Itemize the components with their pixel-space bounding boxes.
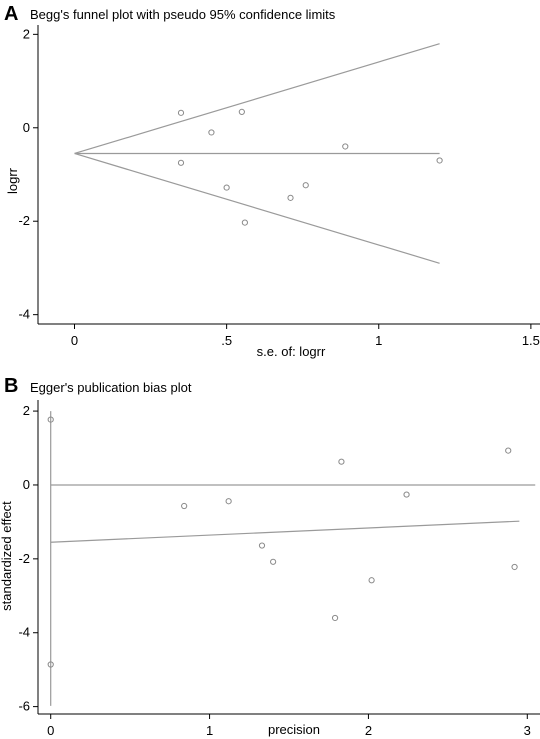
panel-b-y-ticks: -6 -4 -2 0 2 xyxy=(18,403,38,714)
panel-b-x-axis-title: precision xyxy=(268,722,320,737)
b-intercept-lower-point xyxy=(47,661,54,668)
panel-b: B Egger's publication bias plot standard… xyxy=(0,375,540,738)
b-x-tick-label: 2 xyxy=(365,723,372,738)
a-x-tick-label: 1.5 xyxy=(522,333,540,348)
a-data-point xyxy=(287,194,294,201)
a-data-point xyxy=(238,108,245,115)
panel-a-points xyxy=(177,108,443,226)
panel-a-reference-lines xyxy=(74,43,440,264)
panel-a-x-axis-title: s.e. of: logrr xyxy=(257,344,326,359)
panel-a-title: Begg's funnel plot with pseudo 95% confi… xyxy=(30,7,336,22)
a-data-point xyxy=(302,182,309,189)
b-data-point xyxy=(403,491,410,498)
a-data-point xyxy=(208,129,215,136)
b-y-tick-label: 2 xyxy=(23,403,30,418)
a-data-point xyxy=(223,184,230,191)
b-regression-line xyxy=(50,520,520,543)
a-lower-confidence-limit xyxy=(74,152,440,264)
b-data-point xyxy=(258,542,266,549)
b-data-point xyxy=(511,563,518,571)
a-y-tick-label: -2 xyxy=(18,213,30,228)
panel-a-y-ticks: -4 -2 0 2 xyxy=(18,26,38,322)
b-y-tick-label: -2 xyxy=(18,551,30,566)
panel-b-y-axis-title: standardized effect xyxy=(0,501,14,611)
panel-b-points xyxy=(47,416,518,668)
b-data-point xyxy=(368,577,375,584)
panel-a: A Begg's funnel plot with pseudo 95% con… xyxy=(4,3,540,359)
b-data-point xyxy=(331,614,339,622)
b-data-point xyxy=(338,458,345,465)
panel-b-title: Egger's publication bias plot xyxy=(30,380,192,395)
a-upper-confidence-limit xyxy=(74,43,440,155)
a-x-tick-label: .5 xyxy=(221,333,232,348)
panel-a-letter: A xyxy=(4,3,18,25)
panel-a-y-axis-title: logrr xyxy=(5,167,20,194)
a-data-point xyxy=(436,157,443,164)
b-x-tick-label: 3 xyxy=(524,723,531,738)
a-y-tick-label: 2 xyxy=(23,26,30,41)
b-y-tick-label: -4 xyxy=(18,625,30,640)
panel-b-x-ticks: 0 1 2 3 xyxy=(47,714,531,738)
panel-a-x-ticks: 0 .5 1 1.5 xyxy=(71,324,540,348)
b-data-point xyxy=(505,447,512,454)
a-data-point xyxy=(241,219,248,226)
a-x-tick-label: 0 xyxy=(71,333,78,348)
a-y-tick-label: 0 xyxy=(23,120,30,135)
a-data-point xyxy=(342,143,349,150)
panel-b-letter: B xyxy=(4,375,18,397)
b-intercept-upper-point xyxy=(47,416,54,423)
b-y-tick-label: -6 xyxy=(18,699,30,714)
b-y-tick-label: 0 xyxy=(23,477,30,492)
b-data-point xyxy=(181,502,188,510)
b-x-tick-label: 0 xyxy=(47,723,54,738)
a-data-point xyxy=(177,109,185,116)
b-x-tick-label: 1 xyxy=(206,723,213,738)
a-data-point xyxy=(177,159,185,166)
a-y-tick-label: -4 xyxy=(18,307,30,322)
panel-b-reference-lines xyxy=(50,411,536,706)
b-data-point xyxy=(270,558,277,565)
a-x-tick-label: 1 xyxy=(375,333,382,348)
b-data-point xyxy=(225,498,232,505)
